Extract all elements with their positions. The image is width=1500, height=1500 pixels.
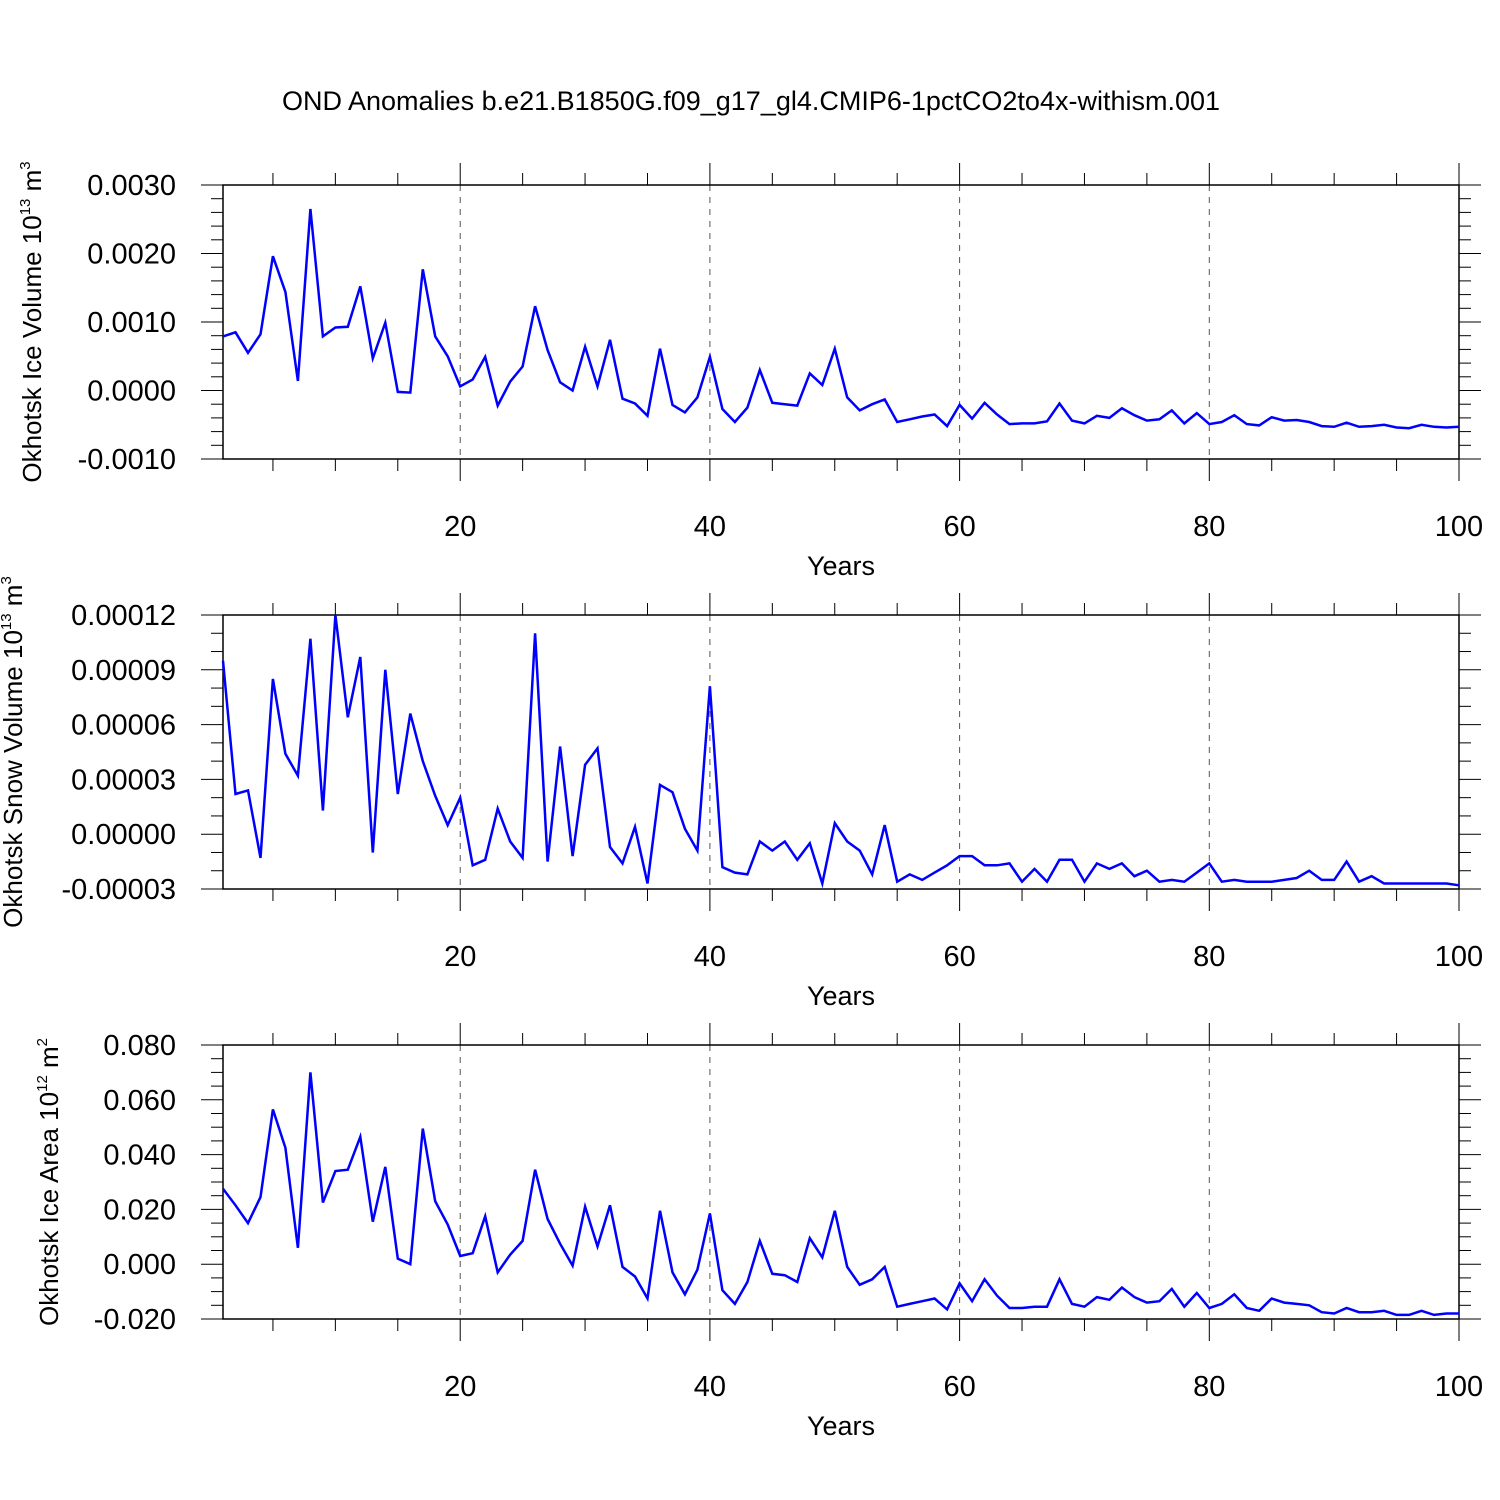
y-tick-label: -0.020 [94,1304,176,1336]
x-tick-label: 100 [1435,511,1483,543]
y-axis-label-part: Okhotsk Snow Volume 10 [0,630,28,928]
x-tick-label: 20 [444,511,476,543]
y-tick-label: -0.00003 [62,874,177,906]
y-axis-label-part: Okhotsk Ice Area 10 [34,1092,64,1326]
y-tick-label: -0.0010 [78,444,176,476]
y-axis-label-part: Okhotsk Ice Volume 10 [17,215,47,482]
y-tick-label: 0.0020 [87,239,176,271]
y-axis-label-superscript: 13 [0,613,15,630]
y-axis-label: Okhotsk Snow Volume 1013 m3 [0,576,28,928]
y-tick-label: 0.00006 [71,710,176,742]
y-axis-label-superscript: 3 [17,161,34,169]
plot-frame [222,184,1460,460]
x-tick-label: 60 [943,1371,975,1403]
x-axis-label: Years [807,981,875,1011]
x-tick-label: 80 [1193,1371,1225,1403]
y-tick-label: 0.060 [103,1085,176,1117]
x-tick-label: 60 [943,511,975,543]
x-axis-label: Years [807,551,875,581]
x-axis-label: Years [807,1411,875,1441]
x-tick-label: 40 [694,941,726,973]
y-tick-label: 0.0030 [87,170,176,202]
y-tick-label: 0.0010 [87,307,176,339]
y-axis-label-superscript: 13 [17,199,34,216]
y-axis-label-part: m [0,585,28,614]
panel-1: 20 40 60 80 100 -0.0010 0.0000 0.0010 0.0020 0.00… [17,161,1483,581]
series-line [222,208,1460,430]
y-axis-label-part: m [17,170,47,199]
y-axis-label: Okhotsk Ice Area 1012 m2 [34,1038,64,1326]
x-tick-label: 40 [694,1371,726,1403]
plot-frame [222,614,1460,890]
y-tick-label: 0.00003 [71,764,176,796]
y-tick-label: 0.000 [103,1249,176,1281]
y-tick-label: 0.040 [103,1140,176,1172]
chart-title: OND Anomalies b.e21.B1850G.f09_g17_gl4.C… [282,86,1220,116]
x-tick-label: 100 [1435,941,1483,973]
x-tick-label: 80 [1193,941,1225,973]
y-axis-label-superscript: 3 [0,576,15,584]
x-tick-label: 100 [1435,1371,1483,1403]
y-tick-label: 0.00012 [71,600,176,632]
y-tick-label: 0.080 [103,1030,176,1062]
y-axis-label: Okhotsk Ice Volume 1013 m3 [17,161,47,482]
x-tick-label: 20 [444,1371,476,1403]
panel-2: 20 40 60 80 100 -0.00003 0.00000 0.00003 0.00006… [0,576,1483,1011]
x-tick-label: 40 [694,511,726,543]
x-tick-label: 80 [1193,511,1225,543]
y-tick-label: 0.020 [103,1194,176,1226]
y-axis-label-superscript: 12 [34,1075,51,1092]
chart-panels: 20 40 60 80 100 -0.0010 0.0000 0.0010 0.0020 0.00… [0,161,1483,1441]
series-line [222,1072,1459,1317]
y-axis-label-part: m [34,1046,64,1075]
x-tick-label: 60 [943,941,975,973]
y-axis-label-superscript: 2 [34,1038,51,1046]
y-tick-label: 0.00000 [71,819,176,851]
x-tick-label: 20 [444,941,476,973]
y-tick-label: 0.00009 [71,655,176,687]
panel-3: 20 40 60 80 100 -0.020 0.000 0.020 0.040 0.060 0.0… [34,1023,1483,1441]
plot-frame [222,1044,1460,1320]
series-line [221,614,1460,889]
y-tick-label: 0.0000 [87,376,176,408]
